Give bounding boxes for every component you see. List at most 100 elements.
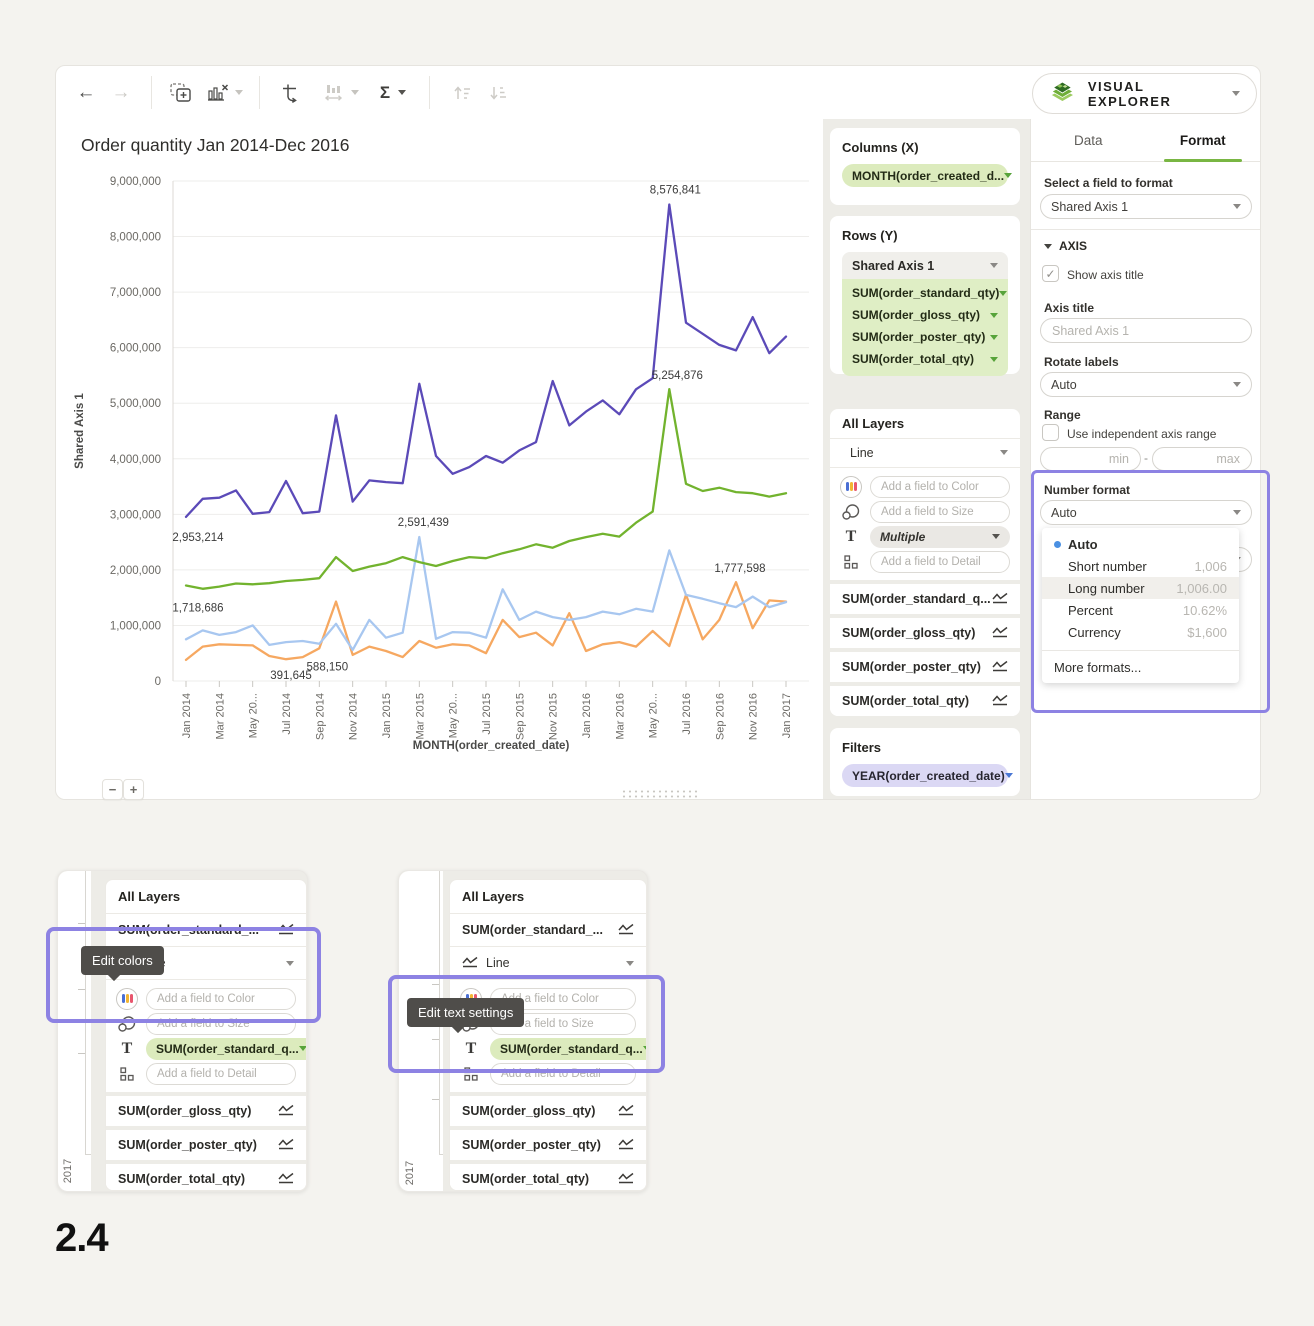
menu-item-currency[interactable]: Currency $1,600 (1042, 621, 1239, 643)
menu-item-example: 10.62% (1182, 602, 1227, 618)
size-icon[interactable] (116, 1013, 138, 1035)
color-icon[interactable] (116, 987, 138, 1010)
field-drop-color[interactable]: Add a field to Color (870, 475, 1010, 498)
layer-row[interactable]: SUM(order_standard_q... (830, 584, 1020, 614)
encoding-shelves: Add a field to Color Add a field to Size T… (830, 468, 1020, 580)
svg-text:1,777,598: 1,777,598 (714, 563, 765, 575)
rows-field-pill[interactable]: SUM(order_poster_qty) (842, 326, 1008, 348)
toolbar-separator (151, 76, 152, 109)
field-drop-detail[interactable]: Add a field to Detail (146, 1062, 296, 1085)
menu-item-percent[interactable]: Percent 10.62% (1042, 599, 1239, 621)
axis-title-input[interactable] (1040, 318, 1252, 343)
layer-row[interactable]: SUM(order_total_qty) (830, 686, 1020, 716)
tab-format[interactable]: Format (1146, 119, 1261, 162)
series-SUM(order_total_qty) (184, 203, 788, 519)
field-drop-size[interactable]: Add a field to Size (870, 500, 1010, 523)
field-drop-color[interactable]: Add a field to Color (146, 987, 296, 1010)
chevron-down-icon (999, 290, 1008, 296)
visual-explorer-menu-button[interactable]: VISUAL EXPLORER (1032, 73, 1257, 114)
tab-data[interactable]: Data (1073, 132, 1103, 148)
layer-row-label: SUM(order_poster_qty) (118, 1138, 257, 1152)
svg-text:2,591,439: 2,591,439 (398, 517, 449, 529)
sort-descending-button[interactable] (482, 66, 514, 119)
svg-text:Jan 2015: Jan 2015 (381, 693, 393, 738)
field-to-format-select[interactable]: Shared Axis 1 (1040, 194, 1252, 219)
layer-row[interactable]: SUM(order_gloss_qty) (450, 1096, 646, 1126)
back-button[interactable]: ← (72, 66, 100, 119)
detail-icon[interactable] (460, 1063, 482, 1085)
layer-row[interactable]: SUM(order_total_qty) (106, 1164, 306, 1190)
axis-section-header[interactable]: AXIS (1044, 239, 1087, 253)
range-dash: - (1144, 451, 1148, 465)
encoding-row-detail: Add a field to Detail (840, 549, 1010, 574)
axis-section-label: AXIS (1059, 239, 1088, 253)
menu-item-label: Percent (1068, 602, 1113, 618)
svg-text:4,000,000: 4,000,000 (110, 454, 161, 466)
field-drop-size[interactable]: Add a field to Size (146, 1012, 296, 1035)
layer-row[interactable]: SUM(order_poster_qty) (830, 652, 1020, 682)
layer-row-label: SUM(order_total_qty) (118, 1172, 246, 1186)
menu-item-auto[interactable]: Auto (1042, 533, 1239, 555)
chevron-down-icon (1233, 382, 1241, 387)
detail-icon[interactable] (116, 1063, 138, 1085)
duplicate-visualization-button[interactable] (166, 66, 196, 119)
mark-type-select[interactable]: Line (830, 439, 1020, 468)
svg-text:6,000,000: 6,000,000 (110, 343, 161, 355)
clear-visualization-button[interactable] (202, 66, 248, 119)
tooltip-edit-colors: Edit colors (81, 946, 164, 975)
svg-text:Mar 2016: Mar 2016 (614, 693, 626, 739)
shared-axis-pill[interactable]: Shared Axis 1 (842, 252, 1008, 279)
show-axis-title-checkbox[interactable]: ✓ (1042, 265, 1059, 282)
menu-item-short-number[interactable]: Short number 1,006 (1042, 555, 1239, 577)
show-axis-title-label: Show axis title (1067, 268, 1144, 282)
field-drop-color[interactable]: Add a field to Color (490, 987, 636, 1010)
rotate-labels-select[interactable]: Auto (1040, 372, 1252, 397)
range-min-input[interactable] (1040, 447, 1141, 471)
filter-field-pill[interactable]: YEAR(order_created_date) (842, 764, 1013, 787)
layer-row[interactable]: SUM(order_gloss_qty) (106, 1096, 306, 1126)
rows-shelf-title: Rows (Y) (842, 228, 898, 243)
menu-item-long-number[interactable]: Long number 1,006.00 (1042, 577, 1239, 599)
columns-field-pill[interactable]: MONTH(order_created_d... (842, 164, 1013, 187)
visual-explorer-logo-icon (1050, 81, 1075, 102)
range-max-input[interactable] (1152, 447, 1252, 471)
field-drop-detail[interactable]: Add a field to Detail (870, 550, 1010, 573)
aggregate-button[interactable]: Σ (371, 66, 415, 119)
size-icon[interactable] (840, 501, 862, 523)
text-icon[interactable]: T (121, 1039, 133, 1057)
zoom-out-button[interactable]: − (102, 779, 123, 800)
forward-button[interactable]: → (107, 66, 135, 119)
color-icon[interactable] (840, 475, 862, 498)
zoom-in-button[interactable]: + (123, 779, 144, 800)
layer-row[interactable]: SUM(order_poster_qty) (106, 1130, 306, 1160)
forward-arrow-icon: → (111, 81, 131, 103)
field-drop-size[interactable]: Add a field to Size (490, 1012, 636, 1035)
field-pill-text[interactable]: Multiple (870, 525, 1010, 548)
rows-field-pill[interactable]: SUM(order_gloss_qty) (842, 304, 1008, 326)
field-drop-detail[interactable]: Add a field to Detail (490, 1062, 636, 1085)
bar-size-button[interactable] (318, 66, 364, 119)
layer-row-selected[interactable]: SUM(order_standard_... (450, 914, 646, 947)
field-pill-text[interactable]: SUM(order_standard_q... (146, 1037, 306, 1060)
mark-type-select[interactable]: Line (450, 947, 646, 980)
field-pill-text[interactable]: SUM(order_standard_q... (490, 1037, 646, 1060)
sort-ascending-button[interactable] (446, 66, 478, 119)
layer-row-selected[interactable]: SUM(order_standard_... (106, 914, 306, 947)
layer-row[interactable]: SUM(order_total_qty) (450, 1164, 646, 1190)
chevron-down-icon (1000, 450, 1008, 456)
rows-field-label: SUM(order_poster_qty) (852, 330, 986, 344)
detail-icon[interactable] (840, 551, 862, 573)
swap-axes-button[interactable] (276, 66, 306, 119)
rows-field-label: SUM(order_total_qty) (852, 352, 975, 366)
text-icon[interactable]: T (845, 527, 857, 545)
independent-range-checkbox[interactable] (1042, 424, 1059, 441)
number-format-select[interactable]: Auto (1040, 500, 1252, 525)
rows-field-pill[interactable]: SUM(order_total_qty) (842, 348, 1008, 370)
text-icon[interactable]: T (465, 1039, 477, 1057)
layer-row[interactable]: SUM(order_gloss_qty) (830, 618, 1020, 648)
menu-item-more-formats[interactable]: More formats... (1042, 650, 1239, 683)
layer-row-label: SUM(order_standard_q... (842, 592, 991, 606)
rows-field-pill[interactable]: SUM(order_standard_qty) (842, 282, 1008, 304)
layer-row[interactable]: SUM(order_poster_qty) (450, 1130, 646, 1160)
resize-handle[interactable] (621, 789, 699, 798)
